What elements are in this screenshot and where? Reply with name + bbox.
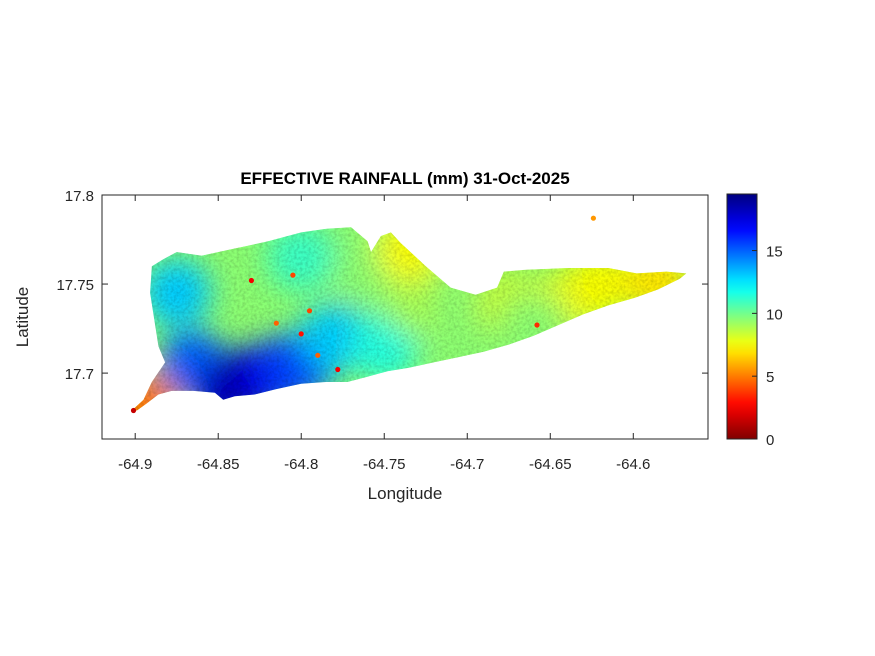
low-rainfall-spot	[290, 272, 296, 278]
colorbar-tick-label: 5	[766, 369, 774, 386]
low-rainfall-spot	[130, 407, 137, 414]
y-axis-label: Latitude	[13, 287, 32, 348]
low-rainfall-spot	[315, 352, 321, 358]
chart-title: EFFECTIVE RAINFALL (mm) 31-Oct-2025	[240, 169, 569, 188]
colorbar-tick-label: 15	[766, 244, 783, 261]
y-tick-label: 17.75	[56, 277, 94, 294]
y-axis-ticks: 17.7 17.75 17.8	[56, 188, 708, 383]
map-axes: -64.9 -64.85 -64.8 -64.75 -64.7 -64.65 -64.6 1…	[56, 188, 709, 473]
colorbar-ticks: 0 5 10 15	[752, 244, 783, 449]
x-tick-label: -64.8	[284, 456, 318, 473]
colorbar-tick-label: 0	[766, 432, 774, 449]
x-tick-label: -64.7	[450, 456, 484, 473]
plot-frame	[101, 194, 709, 440]
colorbar-scale	[726, 193, 758, 440]
x-tick-label: -64.75	[363, 456, 406, 473]
low-rainfall-spot	[273, 320, 279, 326]
low-rainfall-spot	[335, 366, 341, 373]
low-rainfall-spot	[590, 215, 597, 221]
x-axis-ticks: -64.9 -64.85 -64.8 -64.75 -64.7 -64.65 -64.6	[118, 195, 650, 473]
colorbar: 0 5 10 15	[726, 193, 783, 449]
colorbar-tick-label: 10	[766, 306, 783, 323]
y-tick-label: 17.8	[65, 188, 94, 205]
low-rainfall-spot	[534, 322, 540, 328]
x-tick-label: -64.6	[616, 456, 650, 473]
y-tick-label: 17.7	[65, 366, 94, 383]
x-tick-label: -64.65	[529, 456, 572, 473]
x-tick-label: -64.85	[197, 456, 240, 473]
low-rainfall-spot	[248, 277, 254, 284]
low-rainfall-spot	[298, 331, 304, 337]
x-axis-label: Longitude	[368, 484, 443, 503]
x-tick-label: -64.9	[118, 456, 152, 473]
low-rainfall-spot	[306, 308, 313, 314]
